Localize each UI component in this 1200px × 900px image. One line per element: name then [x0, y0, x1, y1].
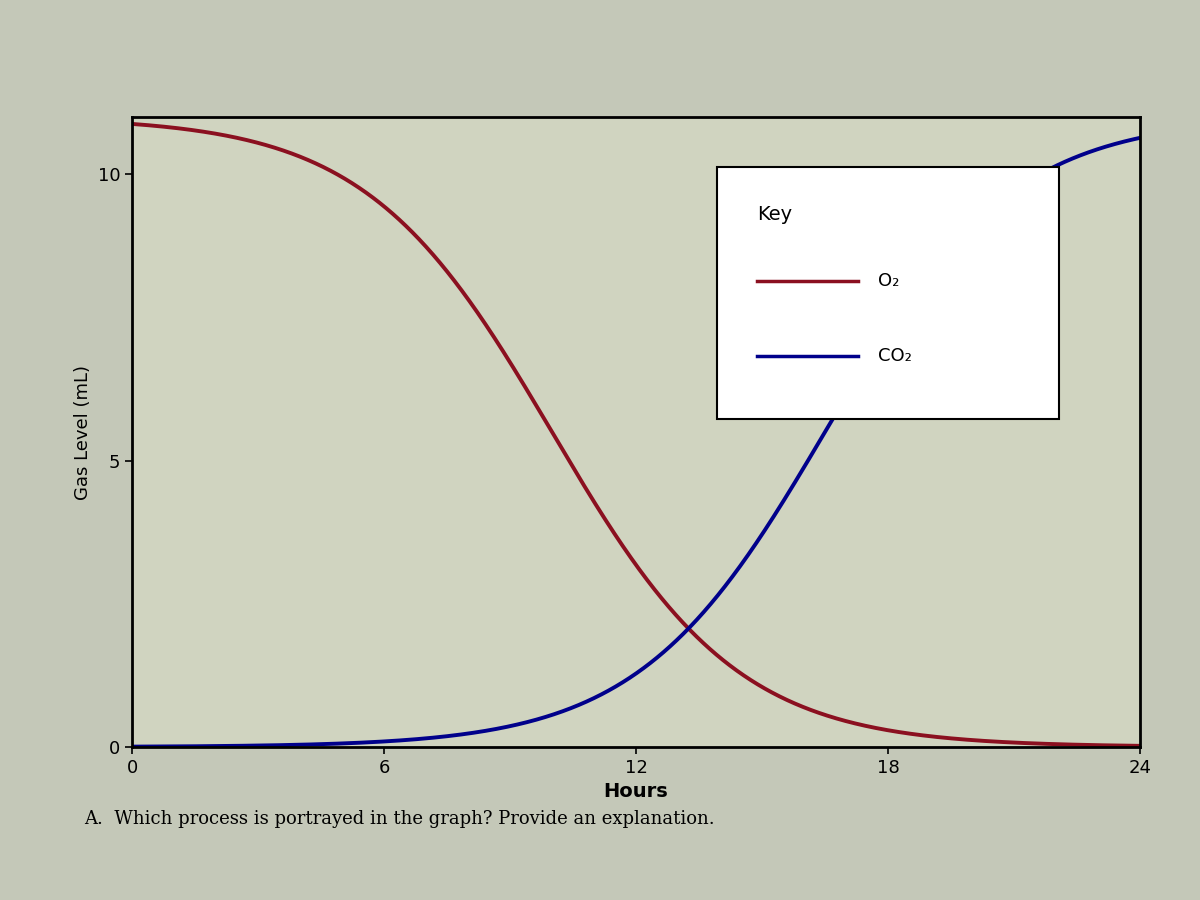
X-axis label: Hours: Hours: [604, 782, 668, 801]
Text: Key: Key: [757, 205, 792, 224]
Y-axis label: Gas Level (mL): Gas Level (mL): [74, 364, 92, 500]
Text: O₂: O₂: [878, 272, 899, 290]
Text: CO₂: CO₂: [878, 347, 912, 365]
FancyBboxPatch shape: [716, 167, 1060, 419]
Text: A.  Which process is portrayed in the graph? Provide an explanation.: A. Which process is portrayed in the gra…: [84, 810, 715, 828]
